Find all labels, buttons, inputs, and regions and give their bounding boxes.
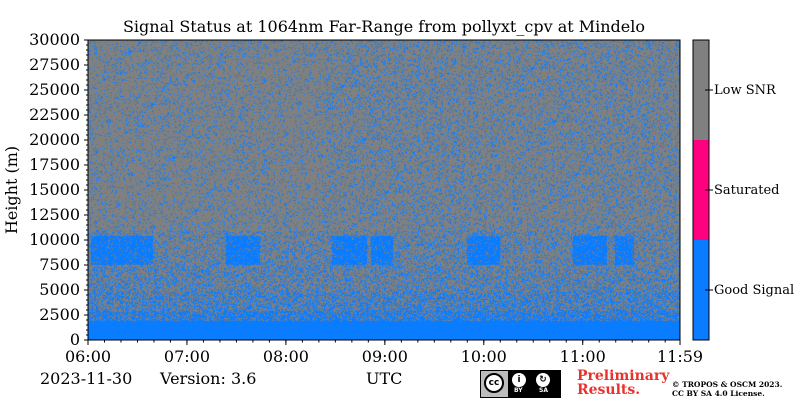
colorbar-frame [692, 39, 710, 341]
colorbar-label: Good Signal [714, 283, 794, 298]
date-text: 2023-11-30 [40, 369, 133, 388]
preliminary-results-note: Preliminary Results. [577, 369, 669, 397]
y-tick-label: 25000 [29, 80, 80, 99]
preliminary-line-1: Preliminary [577, 368, 670, 384]
x-tick-label: 08:00 [263, 347, 309, 366]
preliminary-line-2: Results. [577, 382, 641, 398]
x-tick-label: 06:00 [65, 347, 111, 366]
colorbar-segment [693, 240, 709, 340]
cc-by-sa-license-icon: cc i ↻ BY SA [480, 370, 561, 398]
attribution-icon: i [512, 373, 526, 387]
cc-icon: cc [484, 373, 504, 393]
x-tick-label: 07:00 [164, 347, 210, 366]
y-axis: 0 2500 5000 7500 10000 12500 15000 17500 20000 22… [29, 30, 88, 349]
y-tick-label: 12500 [29, 205, 80, 224]
y-tick-label: 30000 [29, 30, 80, 49]
y-tick-label: 20000 [29, 130, 80, 149]
y-tick-label: 5000 [39, 280, 80, 299]
cc-sa-label: SA [539, 387, 548, 394]
y-tick-label: 15000 [29, 180, 80, 199]
y-tick-label: 7500 [39, 255, 80, 274]
x-tick-label: 11:00 [560, 347, 606, 366]
copyright-line-1: © TROPOS & OSCM 2023. [672, 380, 783, 389]
y-axis-label: Height (m) [2, 146, 21, 234]
x-axis: 06:00 07:00 08:00 09:00 10:00 11:00 11:59 [65, 340, 703, 366]
chart-title: Signal Status at 1064nm Far-Range from p… [122, 17, 646, 36]
heatmap-area [88, 40, 680, 340]
x-axis-label: UTC [366, 369, 403, 388]
share-alike-icon: ↻ [536, 373, 550, 387]
colorbar-label: Low SNR [714, 83, 777, 98]
y-tick-label: 22500 [29, 105, 80, 124]
y-tick-label: 17500 [29, 155, 80, 174]
copyright-line-2: CC BY SA 4.0 License. [672, 389, 765, 398]
copyright-note: © TROPOS & OSCM 2023. CC BY SA 4.0 Licen… [672, 380, 782, 398]
x-tick-label: 09:00 [362, 347, 408, 366]
x-tick-label: 11:59 [657, 347, 703, 366]
colorbar-segment [693, 140, 709, 240]
colorbar: Good Signal Saturated Low SNR [692, 39, 794, 341]
y-tick-label: 2500 [39, 305, 80, 324]
y-tick-label: 0 [70, 330, 80, 349]
x-tick-label: 10:00 [461, 347, 507, 366]
colorbar-segment [693, 40, 709, 140]
colorbar-label: Saturated [714, 183, 779, 198]
heatmap-image [88, 40, 680, 340]
y-tick-label: 10000 [29, 230, 80, 249]
version-text: Version: 3.6 [160, 369, 257, 388]
cc-by-label: BY [514, 387, 523, 394]
y-tick-label: 27500 [29, 55, 80, 74]
cc-badge-bar: i ↻ BY SA [508, 371, 560, 397]
